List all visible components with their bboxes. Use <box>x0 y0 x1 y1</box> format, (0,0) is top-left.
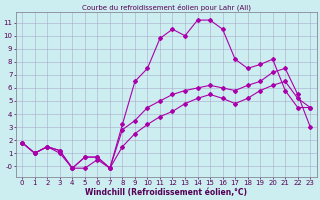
X-axis label: Windchill (Refroidissement éolien,°C): Windchill (Refroidissement éolien,°C) <box>85 188 247 197</box>
Title: Courbe du refroidissement éolien pour Lahr (All): Courbe du refroidissement éolien pour La… <box>82 3 251 11</box>
